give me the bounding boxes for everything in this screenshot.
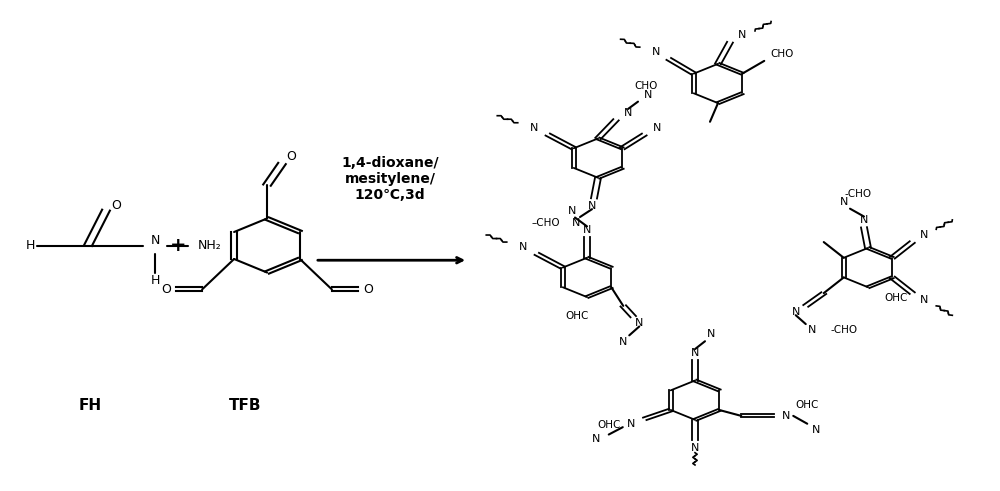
Text: N: N (840, 197, 848, 207)
Text: N: N (920, 230, 928, 240)
Text: N: N (652, 47, 660, 57)
Text: N: N (782, 411, 790, 421)
Text: N: N (691, 348, 699, 357)
Text: TFB: TFB (229, 398, 261, 412)
Text: N: N (653, 123, 661, 133)
Text: N: N (792, 307, 800, 317)
Text: O: O (286, 150, 296, 163)
Text: H: H (150, 274, 160, 287)
Text: N: N (624, 108, 632, 118)
Text: N: N (707, 329, 715, 339)
Text: N: N (691, 443, 699, 453)
Text: NH₂: NH₂ (198, 239, 222, 252)
Text: N: N (592, 435, 600, 444)
Text: N: N (860, 215, 868, 225)
Text: O: O (111, 199, 121, 212)
Text: N: N (644, 90, 652, 100)
Text: N: N (920, 295, 928, 305)
Text: N: N (519, 242, 527, 252)
Text: N: N (588, 201, 596, 211)
Text: FH: FH (78, 398, 102, 412)
Text: OHC: OHC (884, 293, 908, 303)
Text: +: + (170, 236, 186, 255)
Text: CHO: CHO (771, 49, 794, 59)
Text: -CHO: -CHO (844, 189, 872, 199)
Text: N: N (812, 425, 820, 435)
Text: N: N (738, 30, 746, 40)
Text: N: N (619, 337, 627, 347)
Text: O: O (161, 283, 171, 296)
Text: N: N (583, 225, 591, 235)
Text: N: N (150, 234, 160, 247)
Text: OHC: OHC (565, 311, 589, 321)
Text: H: H (25, 239, 35, 252)
Text: -CHO: -CHO (830, 326, 857, 335)
Text: N: N (568, 206, 576, 216)
Text: –CHO: –CHO (532, 218, 560, 228)
Text: N: N (530, 123, 538, 133)
Text: O: O (363, 283, 373, 296)
Text: N: N (627, 419, 635, 429)
Text: N: N (808, 326, 816, 335)
Text: OHC: OHC (597, 420, 620, 430)
Text: N: N (635, 318, 643, 328)
Text: CHO: CHO (634, 82, 658, 91)
Text: OHC: OHC (796, 400, 819, 410)
Text: N: N (572, 218, 580, 228)
Text: 1,4-dioxane/
mesitylene/
120℃,3d: 1,4-dioxane/ mesitylene/ 120℃,3d (341, 156, 439, 202)
